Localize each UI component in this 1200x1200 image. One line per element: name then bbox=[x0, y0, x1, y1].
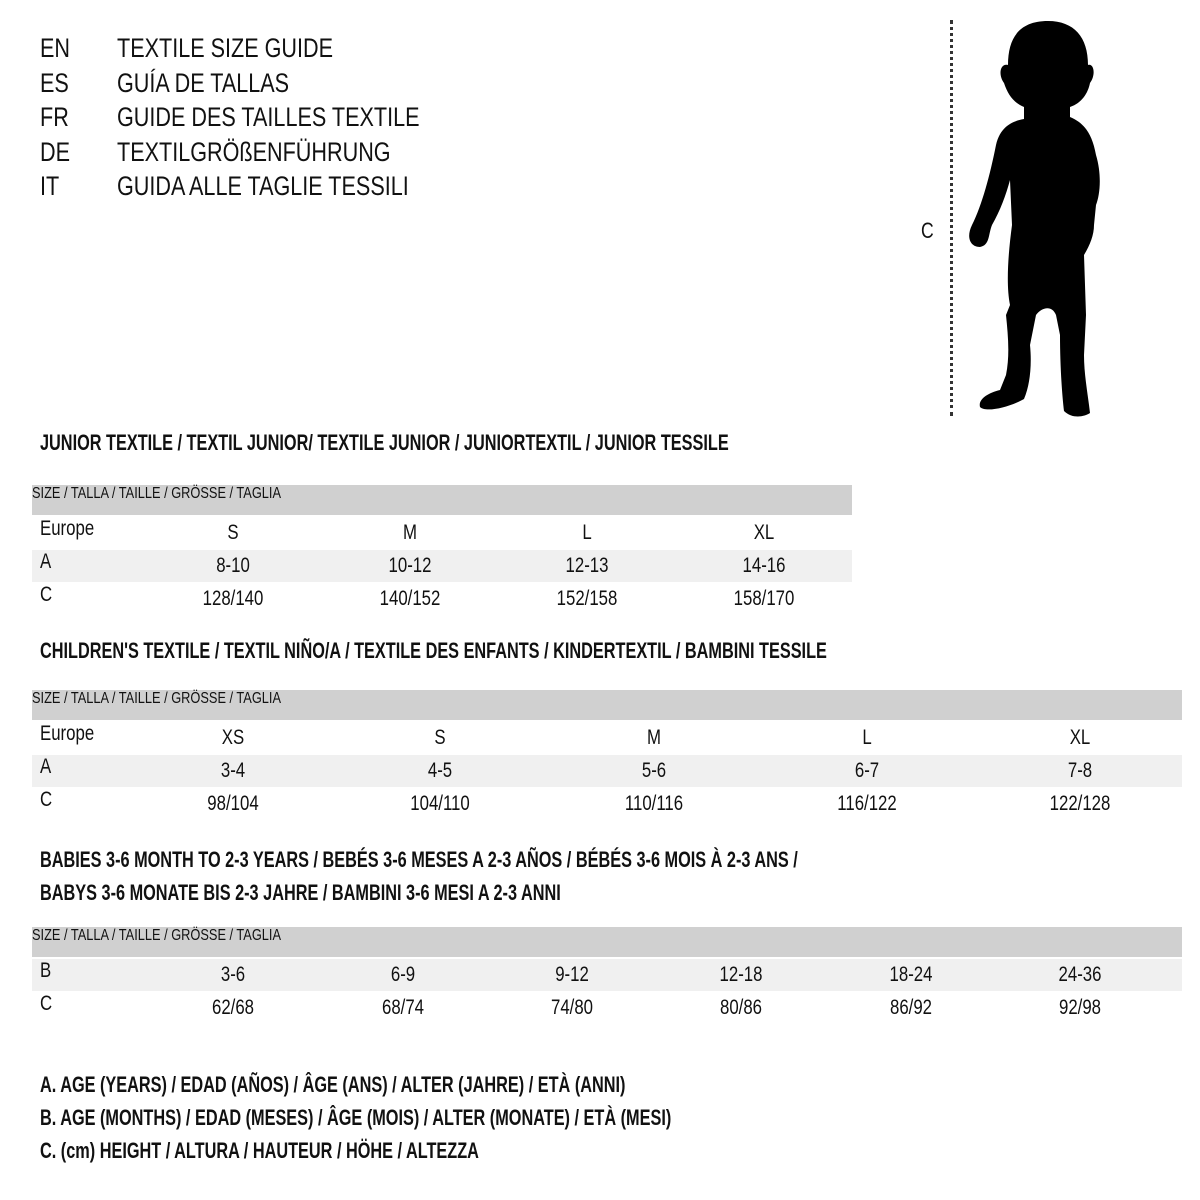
table-cell: 5-6 bbox=[641, 759, 667, 782]
legend-item: B. AGE (MONTHS) / EDAD (MESES) / ÂGE (MO… bbox=[40, 1105, 672, 1130]
table-cell: 62/68 bbox=[211, 996, 255, 1019]
language-code: DE bbox=[40, 136, 71, 167]
row-label: C bbox=[40, 788, 53, 811]
table-row: C 98/104 104/110 110/116 116/122 122/128 bbox=[32, 788, 1182, 820]
guide-title: TEXTILGRÖßENFÜHRUNG bbox=[117, 136, 391, 167]
height-dotted-line bbox=[950, 20, 953, 416]
height-label: C bbox=[921, 218, 934, 243]
table-cell: 9-12 bbox=[555, 963, 589, 986]
section-heading: JUNIOR TEXTILE / TEXTIL JUNIOR/ TEXTILE … bbox=[40, 430, 729, 455]
row-label: A bbox=[40, 755, 52, 778]
section-heading: CHILDREN'S TEXTILE / TEXTIL NIÑO/A / TEX… bbox=[40, 638, 827, 663]
table-cell: 8-10 bbox=[216, 554, 250, 577]
guide-title: GUIDA ALLE TAGLIE TESSILI bbox=[117, 171, 409, 201]
table-cell: 6-7 bbox=[854, 759, 880, 782]
table-header-row: SIZE / TALLA / TAILLE / GRÖSSE / TAGLIA bbox=[32, 485, 852, 515]
language-code: FR bbox=[40, 102, 69, 132]
table-cell: 80/86 bbox=[719, 996, 763, 1019]
table-row: Europe S M L XL bbox=[32, 517, 852, 549]
table-cell: 92/98 bbox=[1058, 996, 1102, 1019]
table-row: C 128/140 140/152 152/158 158/170 bbox=[32, 583, 852, 615]
legend-item: A. AGE (YEARS) / EDAD (AÑOS) / ÂGE (ANS)… bbox=[40, 1072, 626, 1097]
table-cell: 14-16 bbox=[742, 554, 786, 577]
table-cell: 24-36 bbox=[1058, 963, 1102, 986]
table-cell: 7-8 bbox=[1067, 759, 1093, 782]
table-cell: XS bbox=[221, 726, 245, 749]
table-row: A 8-10 10-12 12-13 14-16 bbox=[32, 550, 852, 582]
guide-title: GUIDE DES TAILLES TEXTILE bbox=[117, 102, 420, 132]
table-cell: 116/122 bbox=[837, 792, 897, 815]
language-code: ES bbox=[40, 67, 69, 98]
table-cell: 110/116 bbox=[624, 792, 684, 815]
table-cell: 18-24 bbox=[889, 963, 933, 986]
table-cell: 98/104 bbox=[207, 792, 259, 815]
table-cell: 74/80 bbox=[550, 996, 594, 1019]
table-cell: 10-12 bbox=[388, 554, 432, 577]
table-header-row: SIZE / TALLA / TAILLE / GRÖSSE / TAGLIA bbox=[32, 690, 1182, 720]
child-silhouette-icon bbox=[969, 21, 1100, 417]
section-heading: BABIES 3-6 MONTH TO 2-3 YEARS / BEBÉS 3-… bbox=[40, 847, 798, 872]
language-code: IT bbox=[40, 171, 60, 201]
table-row: C 62/68 68/74 74/80 80/86 86/92 92/98 bbox=[32, 992, 1182, 1024]
table-header-label: SIZE / TALLA / TAILLE / GRÖSSE / TAGLIA bbox=[32, 485, 281, 502]
table-cell: 3-4 bbox=[220, 759, 246, 782]
table-cell: 4-5 bbox=[427, 759, 453, 782]
section-heading: BABYS 3-6 MONATE BIS 2-3 JAHRE / BAMBINI… bbox=[40, 880, 561, 905]
row-label: C bbox=[40, 583, 53, 606]
guide-title: TEXTILE SIZE GUIDE bbox=[117, 33, 334, 63]
table-cell: 6-9 bbox=[390, 963, 416, 986]
guide-title: GUÍA DE TALLAS bbox=[117, 67, 290, 98]
row-label: A bbox=[40, 550, 52, 573]
table-cell: M bbox=[403, 521, 417, 544]
table-cell: 104/110 bbox=[410, 792, 470, 815]
legend-item: C. (cm) HEIGHT / ALTURA / HAUTEUR / HÖHE… bbox=[40, 1138, 479, 1163]
table-cell: XL bbox=[753, 521, 775, 544]
table-cell: 68/74 bbox=[381, 996, 425, 1019]
table-header-row: SIZE / TALLA / TAILLE / GRÖSSE / TAGLIA bbox=[32, 927, 1182, 957]
table-header-label: SIZE / TALLA / TAILLE / GRÖSSE / TAGLIA bbox=[32, 927, 281, 944]
table-cell: 140/152 bbox=[379, 587, 441, 610]
table-cell: 12-18 bbox=[719, 963, 763, 986]
table-row: A 3-4 4-5 5-6 6-7 7-8 bbox=[32, 755, 1182, 787]
table-cell: 152/158 bbox=[556, 587, 618, 610]
table-cell: 12-13 bbox=[565, 554, 609, 577]
table-cell: XL bbox=[1069, 726, 1091, 749]
table-header-label: SIZE / TALLA / TAILLE / GRÖSSE / TAGLIA bbox=[32, 690, 281, 707]
row-label: C bbox=[40, 992, 53, 1015]
row-label: B bbox=[40, 959, 52, 982]
language-code: EN bbox=[40, 33, 71, 63]
table-cell: S bbox=[227, 521, 239, 544]
table-cell: L bbox=[582, 521, 592, 544]
row-label: Europe bbox=[40, 722, 95, 745]
table-cell: M bbox=[647, 726, 661, 749]
table-row: B 3-6 6-9 9-12 12-18 18-24 24-36 bbox=[32, 959, 1182, 991]
table-cell: L bbox=[862, 726, 872, 749]
table-row: Europe XS S M L XL bbox=[32, 722, 1182, 754]
table-cell: 86/92 bbox=[889, 996, 933, 1019]
table-cell: 158/170 bbox=[733, 587, 795, 610]
table-cell: 128/140 bbox=[202, 587, 264, 610]
row-label: Europe bbox=[40, 517, 95, 540]
table-cell: 122/128 bbox=[1049, 792, 1111, 815]
table-cell: 3-6 bbox=[220, 963, 246, 986]
table-cell: S bbox=[434, 726, 446, 749]
